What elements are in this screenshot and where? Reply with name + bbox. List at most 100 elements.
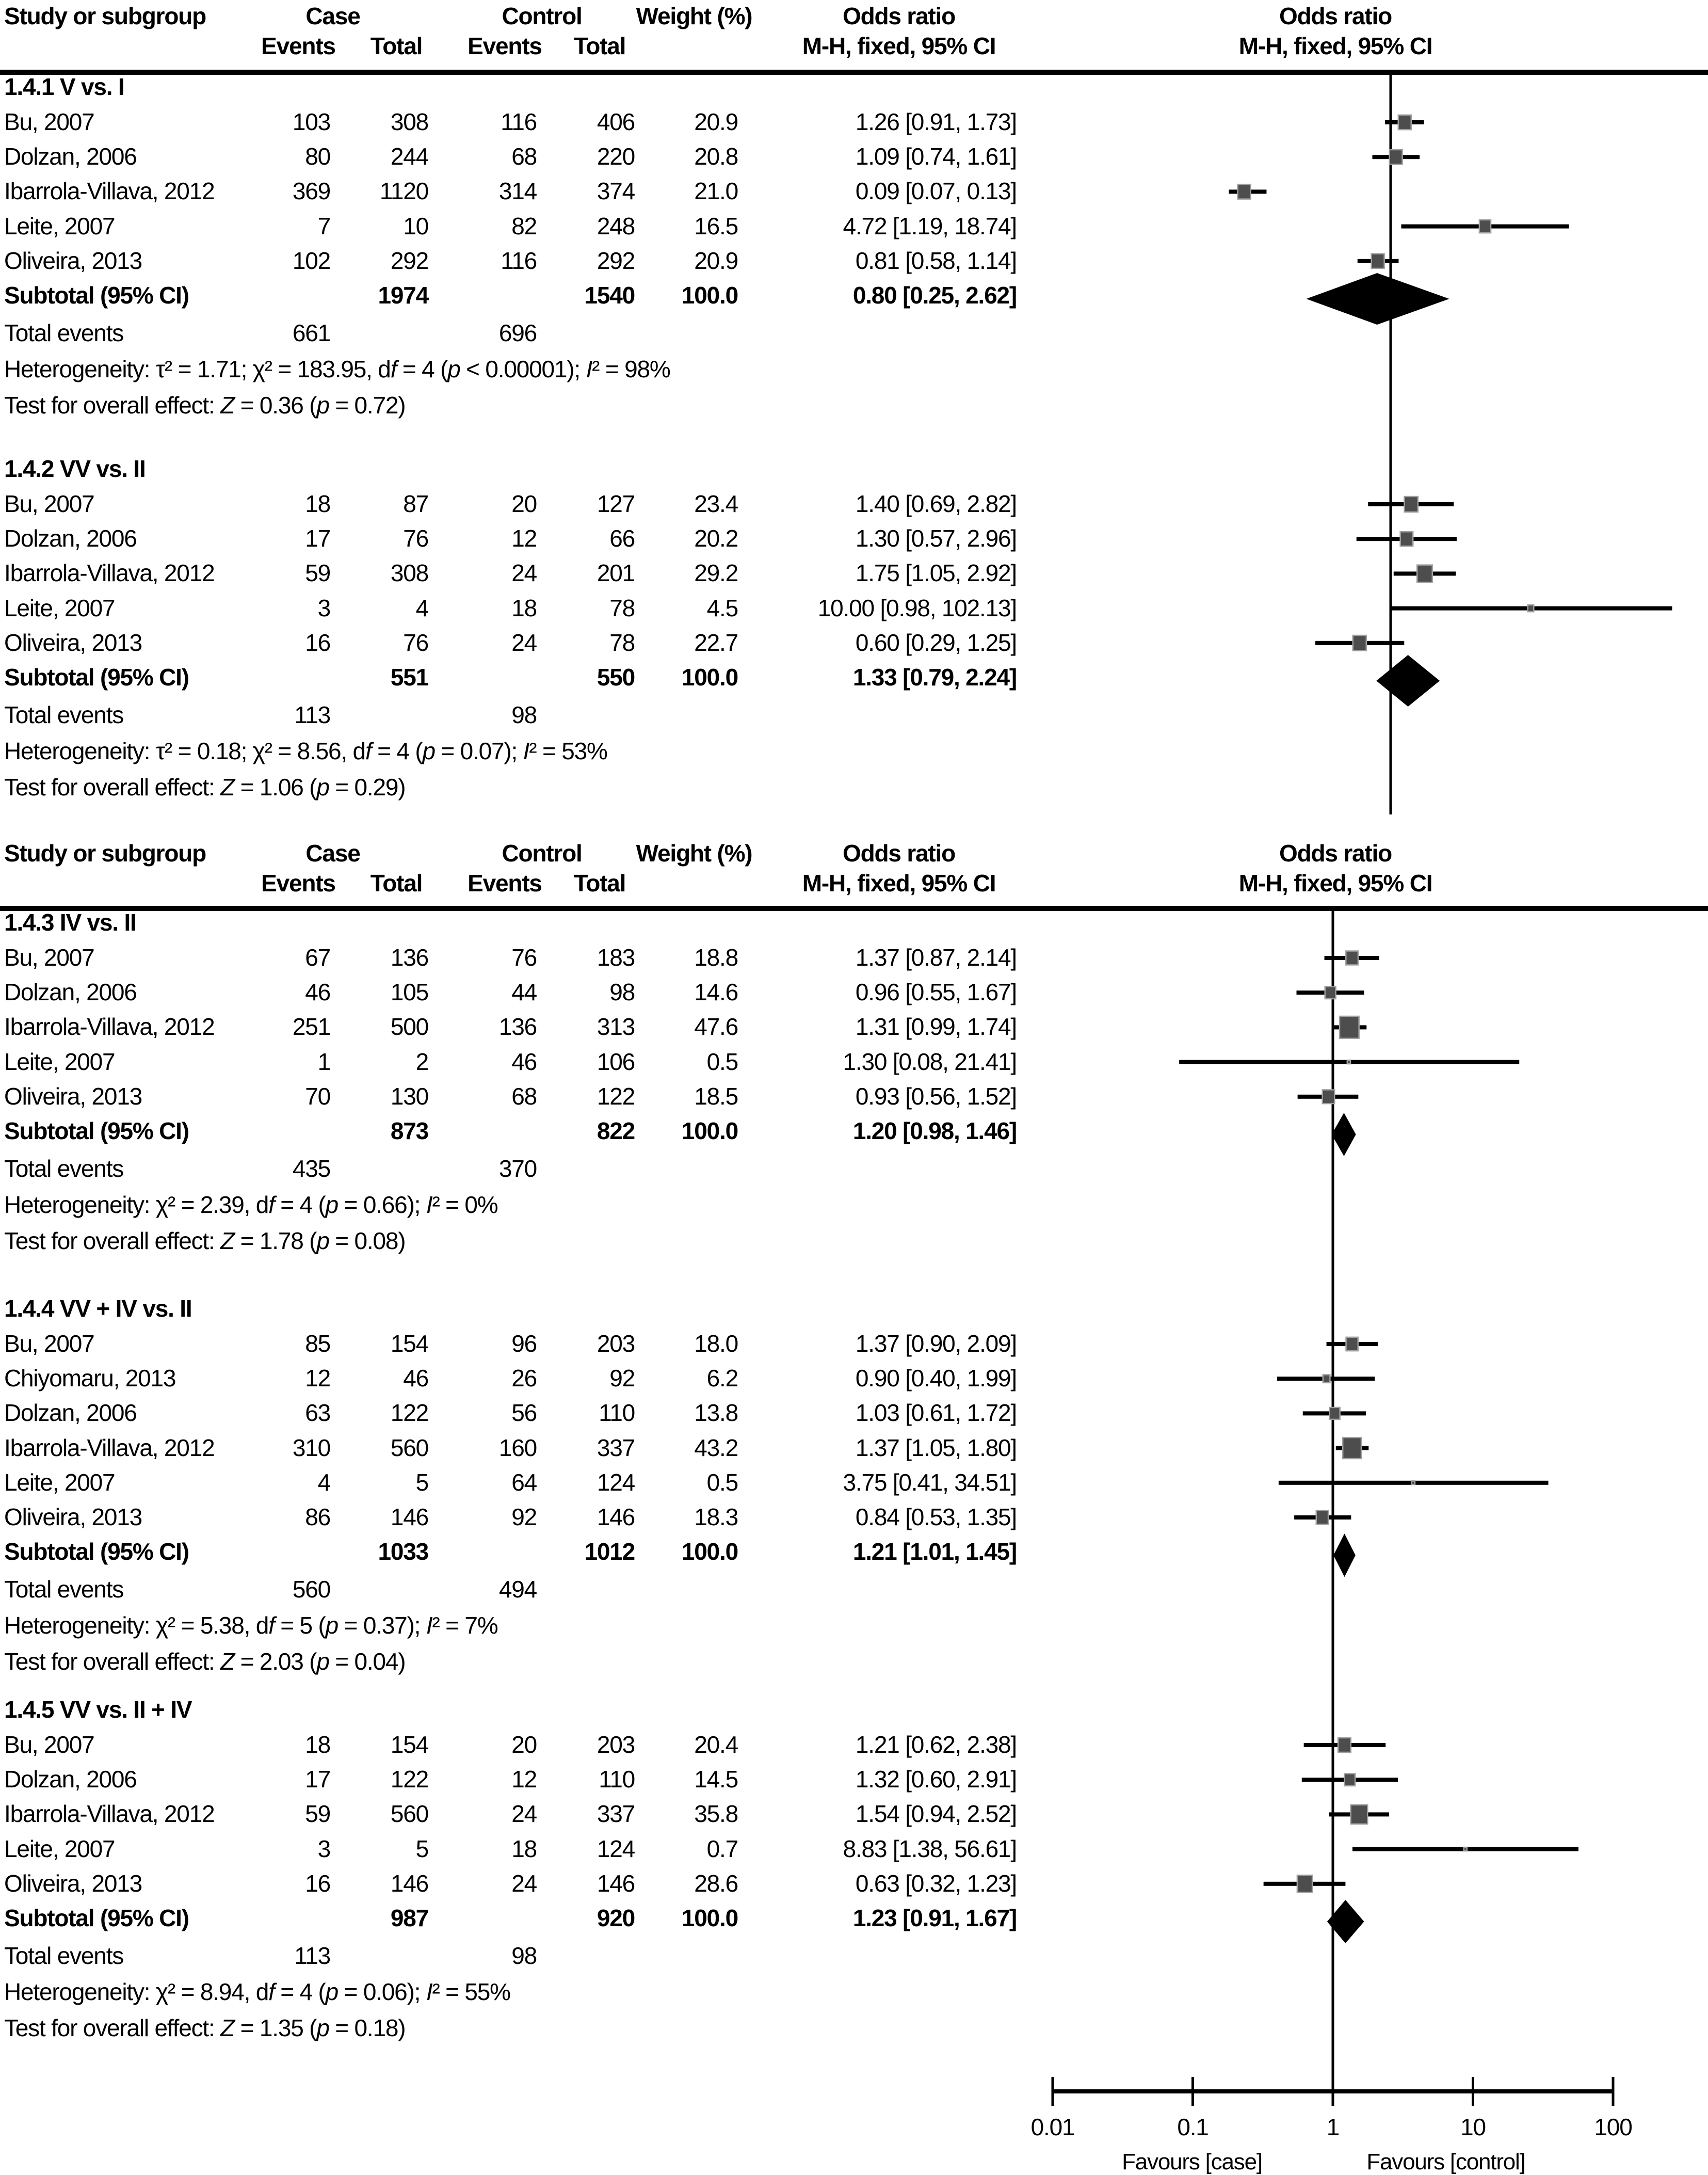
case-total: 105 <box>390 979 429 1006</box>
total-events-case: 113 <box>294 701 331 729</box>
col-header-control-events: Events <box>468 870 542 897</box>
or-marker <box>1345 1336 1359 1352</box>
control-total: 110 <box>599 1766 635 1793</box>
subtotal-weight: 100.0 <box>681 282 738 309</box>
total-events-label: Total events <box>4 1155 124 1182</box>
heterogeneity-text: Heterogeneity: τ² = 1.71; χ² = 183.95, d… <box>4 356 671 383</box>
or-marker <box>1345 950 1359 966</box>
or-ci-text: 1.37 [0.87, 2.14] <box>855 944 1017 971</box>
case-events: 17 <box>305 1766 331 1793</box>
control-events: 64 <box>511 1468 537 1496</box>
total-events-case: 560 <box>292 1576 331 1603</box>
or-ci-text: 1.21 [0.62, 2.38] <box>855 1731 1017 1758</box>
control-events: 136 <box>498 1013 537 1041</box>
total-events-label: Total events <box>4 701 124 729</box>
col-header-case: Case <box>305 840 360 867</box>
study-name: Leite, 2007 <box>4 594 116 621</box>
control-total: 374 <box>597 178 635 205</box>
case-total: 154 <box>390 1330 429 1357</box>
control-total: 183 <box>597 944 635 971</box>
col-header-method-plot: M-H, fixed, 95% CI <box>1238 870 1433 897</box>
control-events: 82 <box>511 212 537 239</box>
subtotal-case-total: 1033 <box>378 1538 429 1565</box>
or-ci-text: 0.81 [0.58, 1.14] <box>855 247 1017 274</box>
or-marker <box>1352 634 1367 651</box>
case-events: 3 <box>317 1835 331 1862</box>
control-events: 18 <box>511 594 537 621</box>
case-events: 12 <box>305 1365 331 1392</box>
case-total: 4 <box>415 594 429 621</box>
case-events: 16 <box>305 1869 331 1897</box>
pooled-diamond <box>1331 1113 1356 1156</box>
subtotal-or-ci-text: 1.23 [0.91, 1.67] <box>852 1905 1017 1932</box>
weight: 14.5 <box>694 1766 738 1793</box>
or-ci-text: 1.26 [0.91, 1.73] <box>855 108 1017 136</box>
control-events: 56 <box>511 1399 537 1427</box>
subtotal-or-ci-text: 1.33 [0.79, 2.24] <box>852 664 1017 691</box>
case-total: 5 <box>415 1835 429 1862</box>
weight: 43.2 <box>694 1434 738 1461</box>
or-marker <box>1463 1846 1468 1852</box>
weight: 0.5 <box>706 1048 739 1075</box>
case-total: 76 <box>403 525 429 552</box>
subtotal-control-total: 1012 <box>584 1538 635 1565</box>
col-header-case: Case <box>305 3 360 30</box>
study-name: Dolzan, 2006 <box>4 525 137 552</box>
study-name: Chiyomaru, 2013 <box>4 1365 176 1392</box>
axis-tick-label: 100 <box>1594 2114 1632 2141</box>
case-events: 4 <box>317 1468 331 1496</box>
case-total: 10 <box>403 212 429 239</box>
control-events: 24 <box>511 629 537 656</box>
case-events: 251 <box>292 1013 331 1041</box>
weight: 18.3 <box>694 1504 738 1531</box>
case-events: 70 <box>305 1082 331 1110</box>
or-marker <box>1416 564 1433 583</box>
weight: 20.8 <box>694 143 738 170</box>
control-events: 96 <box>511 1330 537 1357</box>
study-name: Leite, 2007 <box>4 212 116 239</box>
col-header-study: Study or subgroup <box>4 840 206 867</box>
overall-effect-text: Test for overall effect: Z = 0.36 (p = 0… <box>4 392 406 419</box>
section-label: 1.4.5 VV vs. II + IV <box>4 1696 192 1723</box>
col-header-case-total: Total <box>370 870 423 897</box>
col-header-control: Control <box>502 3 582 30</box>
or-marker <box>1324 986 1336 1000</box>
or-marker <box>1411 1480 1416 1485</box>
or-marker <box>1371 253 1385 269</box>
overall-effect-text: Test for overall effect: Z = 1.06 (p = 0… <box>4 774 406 801</box>
case-total: 136 <box>390 944 429 971</box>
study-name: Dolzan, 2006 <box>4 143 137 170</box>
control-events: 12 <box>511 1766 537 1793</box>
study-name: Bu, 2007 <box>4 108 95 136</box>
axis-tick <box>1051 2077 1054 2106</box>
control-total: 203 <box>597 1731 635 1758</box>
study-name: Ibarrola-Villava, 2012 <box>4 1013 215 1041</box>
case-events: 59 <box>305 559 331 587</box>
control-total: 146 <box>597 1869 635 1897</box>
section-label: 1.4.4 VV + IV vs. II <box>4 1295 192 1322</box>
weight: 20.4 <box>694 1731 738 1758</box>
study-name: Ibarrola-Villava, 2012 <box>4 1800 215 1828</box>
or-ci-text: 3.75 [0.41, 34.51] <box>843 1468 1018 1496</box>
or-ci-text: 8.83 [1.38, 56.61] <box>843 1835 1018 1862</box>
heterogeneity-text: Heterogeneity: χ² = 5.38, df = 5 (p = 0.… <box>4 1612 498 1639</box>
control-total: 220 <box>597 143 635 170</box>
or-marker <box>1322 1374 1331 1384</box>
or-marker <box>1478 219 1492 234</box>
col-header-case-events: Events <box>261 33 336 60</box>
case-total: 5 <box>415 1468 429 1496</box>
subtotal-or-ci-text: 0.80 [0.25, 2.62] <box>852 282 1017 309</box>
case-events: 310 <box>292 1434 331 1461</box>
control-events: 44 <box>511 979 537 1006</box>
case-events: 63 <box>305 1399 331 1427</box>
case-total: 1120 <box>379 178 429 205</box>
control-total: 124 <box>597 1468 635 1496</box>
or-ci-text: 0.60 [0.29, 1.25] <box>855 629 1017 656</box>
weight: 0.7 <box>706 1835 739 1862</box>
axis-tick <box>1331 2077 1334 2106</box>
or-marker <box>1346 1059 1351 1065</box>
study-name: Bu, 2007 <box>4 1330 95 1357</box>
or-ci-text: 0.90 [0.40, 1.99] <box>855 1365 1017 1392</box>
or-ci-text: 1.37 [0.90, 2.09] <box>855 1330 1017 1357</box>
col-header-study: Study or subgroup <box>4 3 206 30</box>
